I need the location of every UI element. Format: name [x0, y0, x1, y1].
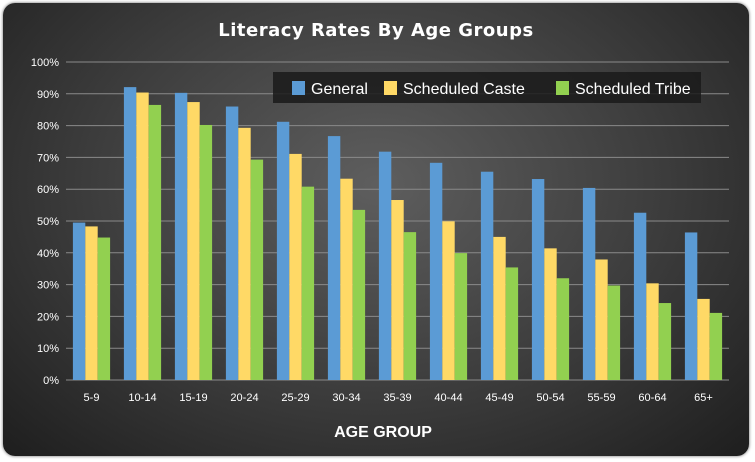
- bar: [505, 267, 519, 380]
- y-tick-label: 90%: [37, 89, 59, 101]
- bar: [697, 298, 710, 380]
- y-tick-label: 40%: [37, 248, 59, 260]
- bar: [225, 106, 239, 381]
- legend-label: General: [311, 81, 368, 98]
- y-tick-label: 0%: [43, 375, 59, 387]
- y-tick-label: 100%: [31, 57, 59, 69]
- bar: [123, 87, 137, 380]
- bar: [136, 92, 149, 380]
- bars: [72, 87, 723, 381]
- x-axis-ticks: 5-9 10-14 15-19 20-24 25-29 30-34 35-39 40-44 45…: [84, 392, 713, 404]
- bar: [301, 186, 315, 380]
- x-tick-label: 20-24: [230, 392, 258, 404]
- y-tick-label: 20%: [37, 311, 59, 323]
- x-tick-label: 15-19: [179, 392, 207, 404]
- legend-swatch: [384, 81, 397, 95]
- bar: [709, 312, 723, 380]
- bar: [544, 248, 557, 380]
- x-tick-label: 55-59: [587, 392, 615, 404]
- y-tick-label: 70%: [37, 152, 59, 164]
- bar: [556, 278, 570, 380]
- bar: [391, 200, 404, 380]
- bar: [72, 222, 86, 380]
- legend: General Scheduled Caste Scheduled Tribe: [273, 72, 701, 103]
- y-tick-label: 50%: [37, 216, 59, 228]
- bar: [493, 236, 506, 380]
- x-tick-label: 50-54: [536, 392, 564, 404]
- chart-title: Literacy Rates By Age Groups: [218, 20, 533, 41]
- bar: [250, 159, 264, 380]
- bar: [327, 136, 341, 380]
- chart-canvas: Literacy Rates By Age Groups 0% 10% 20% 30%…: [31, 20, 729, 441]
- chart-frame: Literacy Rates By Age Groups 0% 10% 20% 30%…: [3, 3, 749, 456]
- y-tick-label: 10%: [37, 343, 59, 355]
- bar: [238, 127, 251, 381]
- bar: [199, 124, 213, 381]
- legend-background: [273, 72, 701, 103]
- bar: [352, 209, 366, 380]
- bar: [276, 121, 290, 380]
- bar: [480, 171, 494, 380]
- bar: [174, 92, 188, 380]
- bar: [454, 253, 468, 380]
- legend-label: Scheduled Caste: [403, 81, 525, 98]
- y-tick-label: 60%: [37, 184, 59, 196]
- legend-label: Scheduled Tribe: [575, 81, 691, 98]
- bar: [289, 153, 302, 380]
- y-axis-ticks: 0% 10% 20% 30% 40% 50% 60% 70% 80% 90% 100%: [31, 57, 59, 387]
- bar: [97, 237, 111, 380]
- bar: [684, 232, 698, 380]
- y-tick-label: 30%: [37, 280, 59, 292]
- bar: [340, 178, 353, 380]
- x-tick-label: 5-9: [84, 392, 100, 404]
- x-tick-label: 35-39: [383, 392, 411, 404]
- bar: [378, 151, 392, 380]
- x-tick-label: 40-44: [434, 392, 462, 404]
- legend-swatch: [556, 81, 569, 95]
- bar: [531, 179, 545, 380]
- bar: [403, 232, 417, 380]
- bar: [646, 283, 659, 380]
- x-tick-label: 45-49: [485, 392, 513, 404]
- bar: [582, 187, 596, 380]
- bar: [148, 104, 162, 381]
- x-tick-label: 10-14: [128, 392, 156, 404]
- x-tick-label: 65+: [694, 392, 713, 404]
- bar: [633, 212, 647, 380]
- legend-swatch: [292, 81, 305, 95]
- bar: [187, 102, 200, 381]
- x-axis-label: AGE GROUP: [334, 424, 432, 441]
- x-tick-label: 30-34: [332, 392, 360, 404]
- bar: [429, 162, 443, 380]
- bar: [85, 226, 98, 380]
- x-tick-label: 25-29: [281, 392, 309, 404]
- y-tick-label: 80%: [37, 121, 59, 133]
- bar: [607, 285, 621, 380]
- bar: [442, 221, 455, 380]
- bar: [595, 259, 608, 380]
- x-tick-label: 60-64: [638, 392, 666, 404]
- bar: [658, 303, 672, 380]
